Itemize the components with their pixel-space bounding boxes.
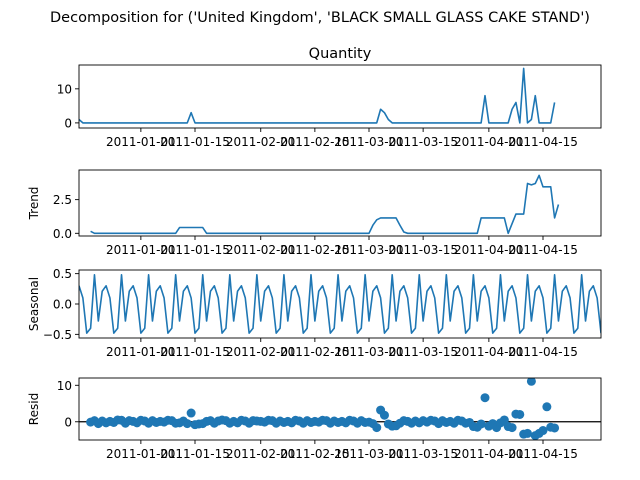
resid-point [507,423,517,433]
resid-ylabel: Resid [27,393,41,425]
trend-xtick-label: 2011-04-01 [454,243,524,257]
resid-xtick-label: 2011-01-15 [160,447,230,461]
resid-point [379,410,389,420]
resid-point [538,426,548,436]
trend-plot-area [90,174,560,235]
trend-ytick-label: 2.5 [53,193,72,207]
quantity-panel: 0 10 2011-01-012011-01-152011-02-012011-02… [57,46,602,149]
trend-xtick-label: 2011-04-15 [508,243,578,257]
seasonal-xtick-label: 2011-02-15 [280,345,350,359]
resid-xtick-label: 2011-04-15 [508,447,578,461]
seasonal-xtick-label: 2011-04-15 [508,345,578,359]
seasonal-xtick-label: 2011-01-15 [160,345,230,359]
quantity-xtick-label: 2011-03-15 [388,135,458,149]
trend-xtick-label: 2011-01-01 [106,243,176,257]
resid-axes-frame [78,377,602,441]
seasonal-ytick-label: 0.0 [53,298,72,312]
resid-point [186,408,196,418]
trend-line [90,174,560,235]
quantity-xtick-label: 2011-04-01 [454,135,524,149]
quantity-xtick-label: 2011-02-15 [280,135,350,149]
seasonal-ytick-label: 0.5 [53,267,72,281]
seasonal-plot-area [79,274,601,334]
trend-ytick-label: 0.0 [53,227,72,241]
trend-xtick-label: 2011-03-01 [334,243,404,257]
quantity-xtick-label: 2011-02-01 [226,135,296,149]
quantity-ytick-label: 0 [64,116,72,130]
quantity-line [79,67,556,124]
resid-xtick-label: 2011-01-01 [106,447,176,461]
resid-point [480,393,490,403]
trend-xtick-label: 2011-03-15 [388,243,458,257]
seasonal-ylabel: Seasonal [27,277,41,331]
seasonal-ytick-label: −0.5 [43,328,72,342]
resid-point [372,423,382,433]
resid-point [542,402,552,412]
seasonal-xtick-label: 2011-01-01 [106,345,176,359]
trend-xtick-label: 2011-02-15 [280,243,350,257]
resid-point [515,409,525,419]
figure-suptitle: Decomposition for ('United Kingdom', 'BL… [50,10,590,26]
resid-xtick-label: 2011-03-15 [388,447,458,461]
resid-plot-area [79,378,601,440]
trend-xtick-label: 2011-01-15 [160,243,230,257]
quantity-title: Quantity [309,46,372,62]
quantity-xtick-label: 2011-03-01 [334,135,404,149]
quantity-xtick-label: 2011-04-15 [508,135,578,149]
trend-xtick-label: 2011-02-01 [226,243,296,257]
resid-point [499,415,509,425]
resid-xtick-label: 2011-02-15 [280,447,350,461]
seasonal-xtick-label: 2011-03-01 [334,345,404,359]
trend-panel: 0.02.52011-01-012011-01-152011-02-012011… [27,169,602,257]
seasonal-xtick-label: 2011-02-01 [226,345,296,359]
seasonal-xtick-label: 2011-03-15 [388,345,458,359]
quantity-xtick-label: 2011-01-15 [160,135,230,149]
resid-ytick-label: 0 [64,415,72,429]
resid-point [526,378,536,386]
seasonal-panel: −0.5 0.0 0.5 2011-01-012011-01-152011-02-01… [27,267,602,359]
trend-axes-frame [78,169,602,237]
quantity-ytick-label: 10 [57,82,72,96]
resid-xtick-label: 2011-04-01 [454,447,524,461]
seasonal-xtick-label: 2011-04-01 [454,345,524,359]
resid-xtick-label: 2011-02-01 [226,447,296,461]
resid-ytick-label: 10 [57,379,72,393]
quantity-xtick-label: 2011-01-01 [106,135,176,149]
quantity-axes-frame [78,64,602,129]
resid-panel: 0 10 2011-01-012011-01-152011-02-012011-02… [27,377,602,461]
trend-ylabel: Trend [27,187,41,221]
resid-point [182,419,192,429]
resid-point [523,428,533,438]
quantity-plot-area [79,67,556,124]
resid-point [476,419,486,429]
resid-xtick-label: 2011-03-01 [334,447,404,461]
seasonal-line [79,274,601,334]
resid-point [550,423,560,433]
